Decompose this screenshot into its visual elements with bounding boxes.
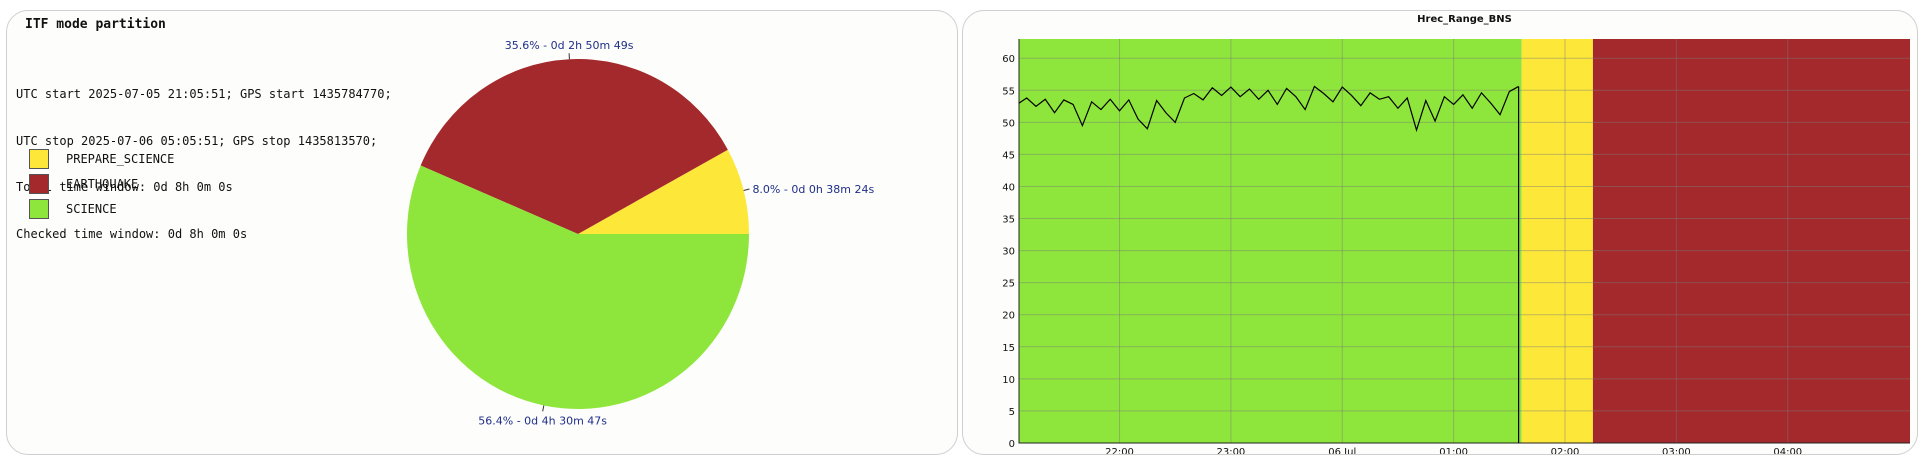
range-series-line — [1018, 85, 1519, 133]
pie-legend: PREPARE_SCIENCE EARTHQUAKE SCIENCE — [29, 146, 174, 221]
legend-swatch-earthquake — [29, 173, 49, 194]
legend-label-science: SCIENCE — [66, 201, 117, 216]
legend-item-science: SCIENCE — [29, 196, 174, 221]
legend-item-earthquake: EARTHQUAKE — [29, 171, 174, 196]
panel-title: ITF mode partition — [25, 17, 166, 32]
legend-item-prepare-science: PREPARE_SCIENCE — [29, 146, 174, 171]
pie-label-tick — [542, 405, 545, 412]
axes-frame — [1018, 39, 1910, 444]
y-tick-label: 5 — [1009, 407, 1015, 418]
y-tick-label: 10 — [1002, 375, 1015, 386]
x-tick-label: 01:00 — [1439, 447, 1468, 454]
range-plot-panel: Hrec_Range_BNS 0 5 10 15 20 25 30 35 40 45 50 55 60 22… — [962, 10, 1918, 455]
legend-label-earthquake: EARTHQUAKE — [66, 176, 139, 191]
x-tick-label: 06 Jul — [1328, 447, 1356, 454]
y-tick-label: 15 — [1002, 343, 1015, 354]
mode-band-prepare-science — [1521, 39, 1593, 443]
mode-partition-panel: ITF mode partition UTC start 2025-07-05 … — [6, 10, 958, 455]
y-tick-label: 55 — [1002, 86, 1015, 97]
y-tick-label: 30 — [1002, 247, 1015, 258]
chart-title: Hrec_Range_BNS — [1417, 14, 1512, 25]
y-tick-label: 20 — [1002, 311, 1015, 322]
y-tick-label: 0 — [1009, 439, 1015, 450]
pie-slice-prepare-science — [578, 149, 749, 234]
utc-start-line: UTC start 2025-07-05 21:05:51; GPS start… — [16, 87, 392, 101]
x-tick-label: 22:00 — [1105, 447, 1134, 454]
pie-slice-earthquake — [420, 58, 728, 234]
y-tick-label: 45 — [1002, 150, 1015, 161]
y-tick-label: 25 — [1002, 279, 1015, 290]
utc-stop-line: UTC stop 2025-07-06 05:05:51; GPS stop 1… — [16, 133, 378, 148]
pie-slice-label-prepare-science: 8.0% - 0d 0h 38m 24s — [752, 183, 874, 196]
x-tick-label: 02:00 — [1551, 447, 1580, 454]
checked-window-line: Checked time window: 0d 8h 0m 0s — [16, 226, 248, 241]
legend-swatch-prepare-science — [29, 148, 49, 169]
y-tick-label: 35 — [1002, 215, 1015, 226]
legend-label-prepare-science: PREPARE_SCIENCE — [66, 151, 175, 166]
x-tick-label: 03:00 — [1662, 447, 1691, 454]
line-chart: Hrec_Range_BNS 0 5 10 15 20 25 30 35 40 45 50 55 60 22… — [1002, 14, 1910, 454]
pie-chart: 8.0% - 0d 0h 38m 24s 35.6% - 0d 2h 50m 49… — [407, 39, 874, 427]
y-tick-label: 60 — [1002, 54, 1015, 65]
y-tick-label: 40 — [1002, 182, 1015, 193]
pie-slice-label-science: 56.4% - 0d 4h 30m 47s — [478, 414, 607, 427]
legend-swatch-science — [29, 198, 49, 219]
mode-band-science — [1019, 39, 1522, 443]
x-tick-label: 23:00 — [1216, 447, 1245, 454]
pie-slice-label-earthquake: 35.6% - 0d 2h 50m 49s — [505, 39, 634, 52]
y-tick-label: 50 — [1002, 118, 1015, 129]
mode-band-earthquake — [1592, 39, 1910, 443]
pie-label-tick — [743, 188, 750, 191]
x-tick-label: 04:00 — [1773, 447, 1802, 454]
time-window-info: UTC start 2025-07-05 21:05:51; GPS start… — [16, 56, 392, 273]
pie-slice-science — [407, 165, 749, 409]
